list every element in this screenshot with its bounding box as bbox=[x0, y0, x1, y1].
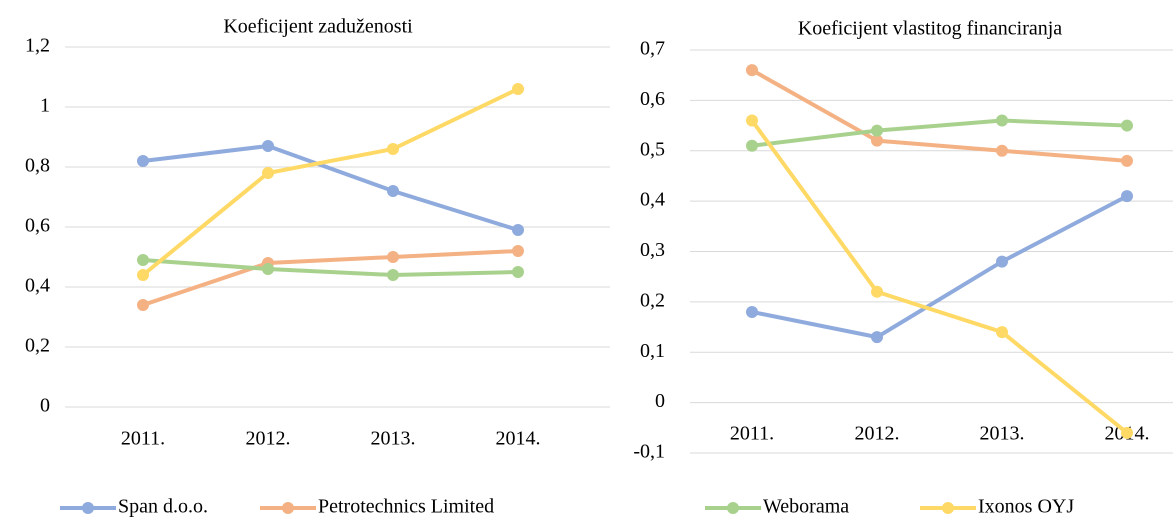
data-point bbox=[137, 155, 149, 167]
y-tick-label: 0,7 bbox=[640, 38, 665, 60]
legend-label: Petrotechnics Limited bbox=[318, 496, 494, 518]
data-point bbox=[387, 143, 399, 155]
data-point bbox=[1121, 190, 1133, 203]
x-tick-label: 2014. bbox=[496, 428, 541, 450]
data-point bbox=[871, 331, 883, 344]
y-tick-label: 0,5 bbox=[640, 138, 665, 160]
data-point bbox=[871, 285, 883, 298]
y-tick-label: 0,4 bbox=[25, 275, 50, 297]
data-point bbox=[387, 185, 399, 197]
series-line bbox=[750, 119, 1129, 435]
y-tick-label: 0,8 bbox=[25, 155, 50, 177]
data-point bbox=[137, 299, 149, 311]
x-tick-label: 2013. bbox=[371, 428, 416, 450]
data-point bbox=[387, 251, 399, 263]
data-point bbox=[262, 140, 274, 152]
data-point bbox=[996, 144, 1008, 157]
data-point bbox=[746, 114, 758, 127]
data-point bbox=[1121, 154, 1133, 167]
series-line bbox=[751, 194, 1128, 340]
legend-marker bbox=[942, 502, 954, 514]
y-tick-label: 0 bbox=[40, 395, 50, 417]
legend-marker bbox=[727, 502, 739, 514]
y-tick-label: 1,2 bbox=[25, 35, 50, 57]
y-tick-label: -0,1 bbox=[633, 441, 665, 463]
data-point bbox=[746, 64, 758, 77]
x-tick-label: 2011. bbox=[730, 423, 774, 445]
y-tick-label: 0,2 bbox=[640, 289, 665, 311]
data-point bbox=[746, 305, 758, 318]
x-tick-label: 2012. bbox=[855, 423, 900, 445]
data-point bbox=[512, 83, 524, 95]
y-tick-label: 0,4 bbox=[640, 189, 665, 211]
data-point bbox=[1121, 119, 1133, 132]
data-point bbox=[137, 269, 149, 281]
legend-marker bbox=[282, 502, 294, 514]
data-point bbox=[746, 139, 758, 152]
data-point bbox=[871, 124, 883, 137]
data-point bbox=[262, 263, 274, 275]
series-line bbox=[142, 143, 519, 232]
data-point bbox=[512, 266, 524, 278]
data-point bbox=[1121, 426, 1133, 439]
data-point bbox=[262, 167, 274, 179]
data-point bbox=[996, 255, 1008, 268]
y-tick-label: 0,6 bbox=[25, 215, 50, 237]
y-tick-label: 1 bbox=[40, 95, 50, 117]
y-tick-label: 0,3 bbox=[640, 239, 665, 261]
data-point bbox=[996, 326, 1008, 339]
chart-title: Koeficijent vlastitog financiranja bbox=[798, 18, 1062, 40]
series-line bbox=[142, 258, 519, 278]
legend-label: Span d.o.o. bbox=[118, 496, 208, 518]
legend-label: Weborama bbox=[763, 496, 849, 518]
x-tick-label: 2012. bbox=[246, 428, 291, 450]
y-tick-label: 0,2 bbox=[25, 335, 50, 357]
x-tick-label: 2013. bbox=[980, 423, 1025, 445]
y-tick-label: 0 bbox=[655, 390, 665, 412]
y-tick-label: 0,1 bbox=[640, 340, 665, 362]
data-point bbox=[512, 224, 524, 236]
series-line bbox=[141, 87, 519, 277]
data-point bbox=[137, 254, 149, 266]
legend-marker bbox=[82, 502, 94, 514]
data-point bbox=[871, 134, 883, 147]
legend-label: Ixonos OYJ bbox=[978, 496, 1074, 518]
data-point bbox=[996, 114, 1008, 127]
series-line bbox=[142, 249, 519, 307]
series-line bbox=[751, 118, 1128, 148]
data-point bbox=[387, 269, 399, 281]
data-point bbox=[512, 245, 524, 257]
chart-title: Koeficijent zaduženosti bbox=[223, 16, 413, 38]
x-tick-label: 2011. bbox=[121, 428, 165, 450]
y-tick-label: 0,6 bbox=[640, 88, 665, 110]
series-line bbox=[751, 68, 1128, 163]
